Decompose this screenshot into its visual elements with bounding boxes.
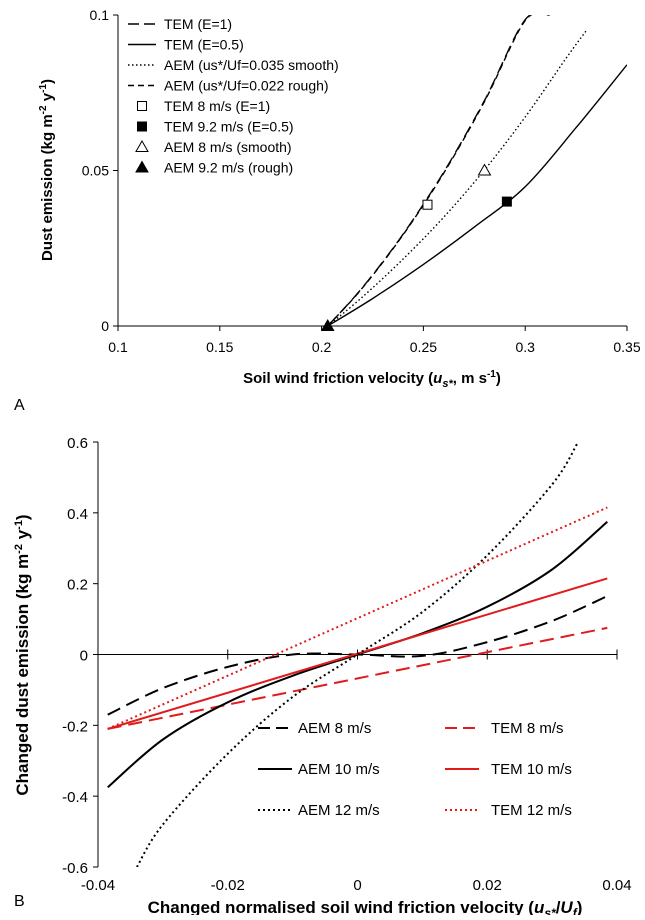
y-tick-label: -0.4 [62,789,88,806]
series-line-tem-e-1 [327,15,552,326]
legend-marker [135,139,149,152]
legend-label: TEM (E=1) [164,16,232,32]
y-tick-label: 0.6 [67,435,88,452]
x-tick-label: 0.1 [108,339,128,355]
y-tick-label: 0.4 [67,506,88,523]
series-line-aem-12-m-s [136,442,579,867]
series-line-tem-e-0-5 [327,64,627,326]
y-tick-label: 0.1 [90,7,110,23]
marker-aem-9-2-m-s-rough [320,318,335,331]
series-line-tem-12-m-s [107,506,608,730]
y-tick-label: 0 [101,318,109,334]
y-tick-label: 0.05 [82,163,109,179]
marker-tem-9-2-m-s-e-0-5 [501,196,512,207]
marker-tem-8-m-s-e-1 [422,199,433,210]
legend-label: AEM 8 m/s (smooth) [164,139,292,155]
chart-panel-b: -0.04 -0.02 0 0.02 0.04 -0.6 -0.4 -0.2 0 0.2 0.4 0.… [13,435,632,920]
x-axis-label: Soil wind friction velocity (us*, m s-1) [243,369,501,390]
legend-label: AEM 12 m/s [298,802,380,819]
legend-label: AEM (us*/Uf=0.022 rough) [164,78,329,94]
x-axis-label: Changed normalised soil wind friction ve… [148,898,583,915]
x-tick-label: 0.3 [515,339,535,355]
x-tick-label: 0.2 [312,339,332,355]
y-tick-label: -0.2 [62,718,88,735]
y-axis-label: Changed dust emission (kg m-2 y-1) [13,514,32,795]
y-tick-label: 0 [80,648,88,665]
series-line-tem-8-m-s [107,626,608,730]
marker-aem-8-m-s-smooth [477,163,492,176]
legend-label: TEM 9.2 m/s (E=0.5) [164,119,294,135]
x-tick-label: 0.02 [473,877,502,894]
legend-label: AEM 8 m/s [298,720,371,737]
legend-label: AEM 10 m/s [298,761,380,778]
x-tick-label: 0.15 [206,339,233,355]
legend-label: TEM 8 m/s [491,720,564,737]
legend-label: AEM 9.2 m/s (rough) [164,160,293,176]
x-tick-label: 0.25 [410,339,437,355]
x-tick-label: 0.04 [602,877,631,894]
chart-panel-a: 0.1 0.15 0.2 0.25 0.3 0.35 0 0.05 0.1 TEM (E=1) TE… [14,7,641,414]
legend-label: TEM 8 m/s (E=1) [164,98,270,114]
y-tick-label: -0.6 [62,860,88,877]
panel-label-a: A [14,397,25,414]
legend-label: TEM 10 m/s [491,761,572,778]
x-tick-label: 0.35 [613,339,640,355]
series-group [327,15,627,326]
legend-marker [137,121,147,132]
series-group [107,442,608,867]
y-axis-label: Dust emission (kg m-2 y-1) [38,79,56,261]
y-tick-label: 0.2 [67,577,88,594]
series-line-aem-us-uf-0-035-smooth [327,30,587,326]
legend-marker [137,101,147,111]
x-tick-label: -0.04 [81,877,115,894]
panel-label-b: B [14,893,25,910]
series-line-aem-us-uf-0-022-rough [327,15,550,326]
legend-label: AEM (us*/Uf=0.035 smooth) [164,57,339,73]
legend-label: TEM (E=0.5) [164,37,244,53]
legend-label: TEM 12 m/s [491,802,572,819]
x-tick-label: -0.02 [211,877,245,894]
x-tick-label: 0 [353,877,361,894]
legend-marker [135,160,149,173]
